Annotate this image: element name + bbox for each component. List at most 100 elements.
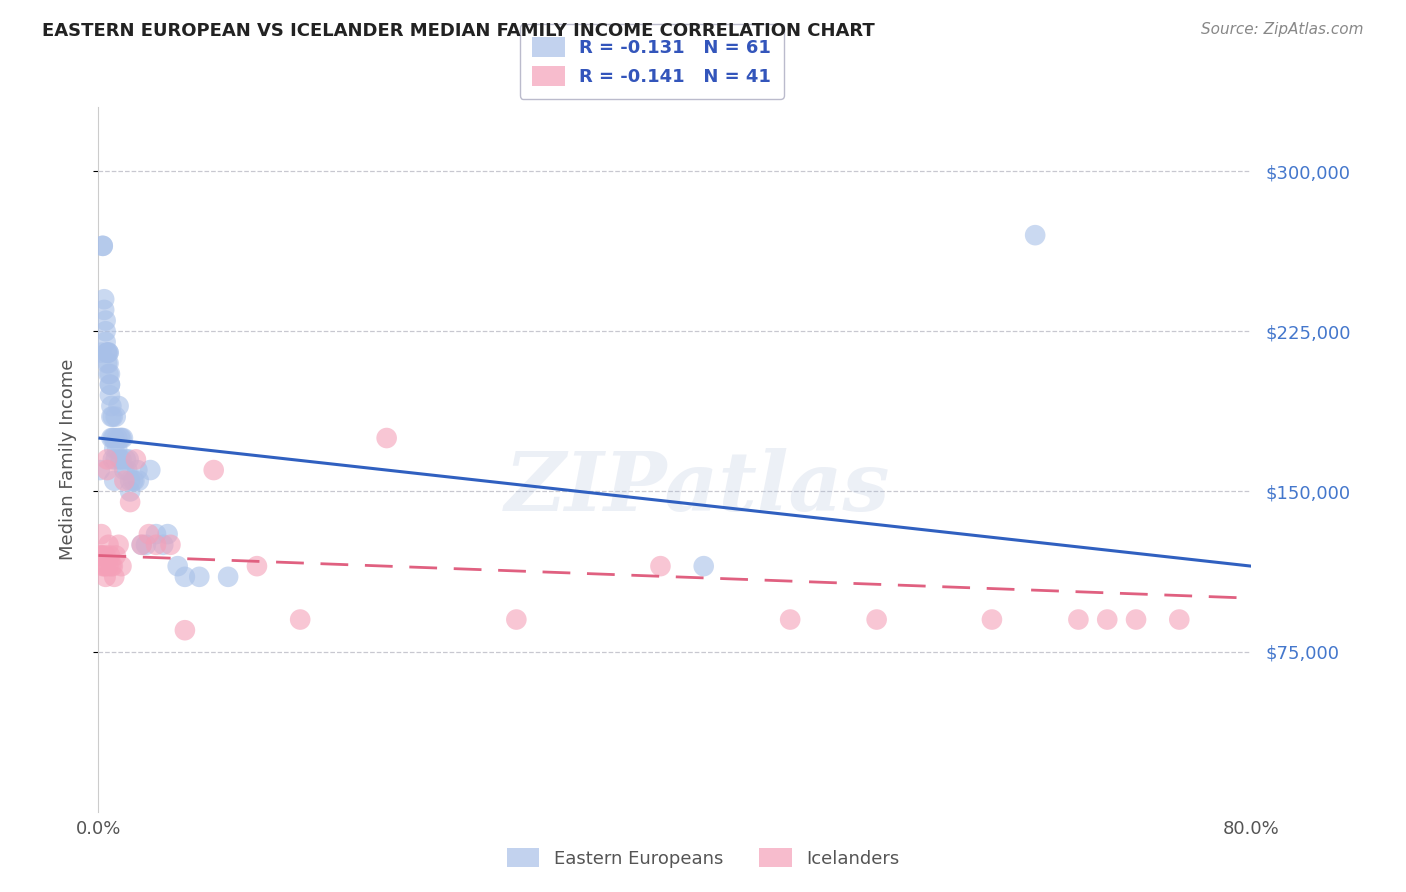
Point [104, 549, 127, 563]
Point [91, 549, 114, 563]
Point [650, 559, 672, 574]
Point [505, 613, 527, 627]
Point [90, 345, 112, 359]
Point [1097, 613, 1119, 627]
Point [93, 559, 115, 574]
Point [124, 474, 146, 488]
Point [94, 324, 117, 338]
Point [97, 367, 120, 381]
Point [145, 527, 167, 541]
Point [112, 463, 135, 477]
Point [96, 452, 118, 467]
Point [131, 538, 153, 552]
Point [91, 239, 114, 253]
Point [111, 431, 134, 445]
Point [103, 431, 125, 445]
Point [101, 452, 124, 467]
Point [100, 431, 122, 445]
Point [188, 570, 211, 584]
Point [104, 452, 127, 467]
Point [94, 570, 117, 584]
Point [100, 559, 122, 574]
Point [127, 463, 149, 477]
Point [100, 399, 122, 413]
Point [131, 538, 153, 552]
Point [156, 527, 179, 541]
Point [174, 624, 197, 638]
Point [91, 239, 114, 253]
Point [94, 313, 117, 327]
Point [97, 559, 120, 574]
Point [290, 613, 312, 627]
Point [100, 409, 122, 424]
Point [103, 474, 125, 488]
Point [98, 367, 121, 381]
Point [1024, 228, 1046, 243]
Point [96, 345, 118, 359]
Point [981, 613, 1004, 627]
Point [107, 399, 129, 413]
Point [866, 613, 889, 627]
Text: EASTERN EUROPEAN VS ICELANDER MEDIAN FAMILY INCOME CORRELATION CHART: EASTERN EUROPEAN VS ICELANDER MEDIAN FAM… [42, 22, 875, 40]
Point [105, 431, 128, 445]
Point [375, 431, 398, 445]
Point [103, 570, 125, 584]
Point [96, 345, 118, 359]
Point [90, 527, 112, 541]
Legend: Eastern Europeans, Icelanders: Eastern Europeans, Icelanders [496, 837, 910, 879]
Point [104, 409, 127, 424]
Point [89, 463, 111, 477]
Point [97, 356, 120, 370]
Point [110, 559, 132, 574]
Point [98, 377, 121, 392]
Point [110, 452, 132, 467]
Point [98, 377, 121, 392]
Point [98, 549, 121, 563]
Point [97, 345, 120, 359]
Point [103, 442, 125, 456]
Point [101, 409, 124, 424]
Point [202, 463, 225, 477]
Point [217, 570, 239, 584]
Point [93, 302, 115, 317]
Point [97, 345, 120, 359]
Point [89, 549, 111, 563]
Point [110, 431, 132, 445]
Point [138, 527, 160, 541]
Point [152, 538, 174, 552]
Point [125, 452, 148, 467]
Point [107, 538, 129, 552]
Point [128, 474, 150, 488]
Text: ZIPatlas: ZIPatlas [505, 448, 890, 527]
Point [166, 559, 188, 574]
Point [101, 559, 124, 574]
Point [90, 549, 112, 563]
Point [120, 484, 142, 499]
Point [1168, 613, 1191, 627]
Point [98, 388, 121, 402]
Point [108, 431, 131, 445]
Point [1067, 613, 1090, 627]
Point [91, 559, 114, 574]
Point [246, 559, 269, 574]
Point [96, 463, 118, 477]
Point [139, 463, 162, 477]
Point [114, 452, 136, 467]
Point [96, 356, 118, 370]
Point [145, 538, 167, 552]
Point [94, 549, 117, 563]
Point [135, 538, 157, 552]
Point [93, 292, 115, 306]
Legend: R = -0.131   N = 61, R = -0.141   N = 41: R = -0.131 N = 61, R = -0.141 N = 41 [520, 24, 785, 98]
Point [174, 570, 197, 584]
Point [1125, 613, 1147, 627]
Point [108, 452, 131, 467]
Point [122, 474, 145, 488]
Y-axis label: Median Family Income: Median Family Income [59, 359, 77, 560]
Point [117, 463, 139, 477]
Point [120, 474, 142, 488]
Point [112, 474, 135, 488]
Point [693, 559, 716, 574]
Point [94, 334, 117, 349]
Point [101, 431, 124, 445]
